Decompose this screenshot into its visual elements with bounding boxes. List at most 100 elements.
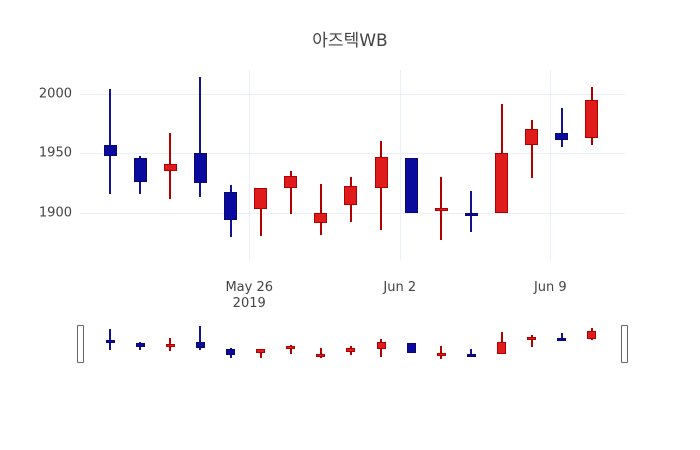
candlestick[interactable] [193, 70, 207, 260]
range-slider-candlestick [195, 325, 205, 363]
range-slider-candlestick [346, 325, 356, 363]
range-slider-body [376, 342, 386, 349]
chart-title: 아즈텍WB [312, 31, 388, 51]
candlestick-body [555, 132, 569, 141]
range-slider-candlestick [226, 325, 236, 363]
range-slider-candlestick [497, 325, 507, 363]
range-slider-wick [530, 334, 533, 347]
candlestick-wick [289, 170, 292, 214]
range-slider-body [105, 339, 115, 343]
plot-area[interactable] [80, 70, 625, 260]
range-slider-candlestick [105, 325, 115, 363]
candlestick-body [434, 207, 448, 212]
gridline-horizontal [80, 93, 625, 95]
range-slider-candlestick [376, 325, 386, 363]
candlestick-wick [470, 191, 473, 232]
candlestick[interactable] [434, 70, 448, 260]
range-slider-candlestick [587, 325, 597, 363]
range-slider-body [286, 346, 296, 350]
range-slider-wick [199, 326, 202, 351]
range-slider-wick [560, 332, 563, 341]
y-axis-tick-label: 1950 [38, 145, 72, 161]
range-slider-body [316, 353, 326, 357]
range-slider-body [195, 341, 205, 348]
range-slider-candlestick [436, 325, 446, 363]
candlestick[interactable] [254, 70, 268, 260]
x-axis-tick-label: Jun 9 [533, 280, 567, 295]
candlestick[interactable] [585, 70, 599, 260]
candlestick-body [103, 144, 117, 156]
range-slider-candlestick [316, 325, 326, 363]
x-axis-tick-label: Jun 2 [383, 280, 417, 295]
y-axis-tick-label: 2000 [38, 86, 72, 102]
candlestick-body [254, 187, 268, 209]
candlestick-body [374, 156, 388, 188]
candlestick-body [163, 163, 177, 171]
range-slider-wick [259, 348, 262, 359]
gridline-vertical [399, 70, 401, 260]
candlestick-body [133, 157, 147, 182]
range-slider-body [466, 353, 476, 357]
candlestick[interactable] [314, 70, 328, 260]
range-slider-candlestick [527, 325, 537, 363]
candlestick-wick [319, 184, 322, 236]
y-axis-tick-label: 1900 [38, 205, 72, 220]
range-slider-right-handle[interactable] [621, 325, 628, 363]
candlestick[interactable] [404, 70, 418, 260]
range-slider-candlestick [557, 325, 567, 363]
candlestick-wick [199, 77, 202, 198]
x-axis-tick-label: May 26 2019 [225, 280, 273, 311]
candlestick-body [525, 129, 539, 145]
candlestick-wick [109, 89, 112, 194]
gridline-horizontal [80, 153, 625, 155]
range-slider-body [346, 348, 356, 353]
candlestick[interactable] [555, 70, 569, 260]
candlestick[interactable] [464, 70, 478, 260]
range-slider-body [135, 342, 145, 348]
range-slider-wick [470, 349, 473, 358]
candlestick[interactable] [224, 70, 238, 260]
candlestick[interactable] [344, 70, 358, 260]
range-slider-body [436, 352, 446, 356]
gridline-vertical [550, 70, 552, 260]
range-slider-candlestick [256, 325, 266, 363]
candlestick-body [284, 175, 298, 188]
range-slider-body [165, 343, 175, 347]
candlestick[interactable] [103, 70, 117, 260]
range-slider-body [527, 336, 537, 340]
range-slider-candlestick [165, 325, 175, 363]
range-slider-candlestick [286, 325, 296, 363]
candlestick-body [404, 157, 418, 213]
range-slider-candlestick [406, 325, 416, 363]
candlestick-body [314, 212, 328, 224]
range-slider-body [256, 348, 266, 353]
candlestick-body [464, 212, 478, 216]
candlestick[interactable] [163, 70, 177, 260]
range-slider-wick [289, 345, 292, 354]
candlestick[interactable] [525, 70, 539, 260]
gridline-vertical [249, 70, 251, 260]
candlestick-body [224, 192, 238, 220]
range-slider-body [557, 337, 567, 341]
range-slider-wick [319, 347, 322, 358]
candlestick[interactable] [284, 70, 298, 260]
candlestick-wick [259, 187, 262, 237]
candlestick-body [193, 153, 207, 183]
candlestick-body [495, 153, 509, 213]
range-slider-body [587, 330, 597, 339]
range-slider-candlestick [466, 325, 476, 363]
range-slider-wick [109, 328, 112, 350]
range-slider-candlestick [135, 325, 145, 363]
candlestick[interactable] [133, 70, 147, 260]
candlestick-wick [530, 119, 533, 179]
range-slider[interactable] [77, 325, 628, 387]
range-slider-body [226, 349, 236, 355]
candlestick[interactable] [495, 70, 509, 260]
gridline-horizontal [80, 212, 625, 214]
range-slider-left-handle[interactable] [77, 325, 84, 363]
candlestick-body [344, 186, 358, 206]
candlestick-body [585, 99, 599, 138]
range-slider-body [406, 342, 416, 354]
candlestick[interactable] [374, 70, 388, 260]
